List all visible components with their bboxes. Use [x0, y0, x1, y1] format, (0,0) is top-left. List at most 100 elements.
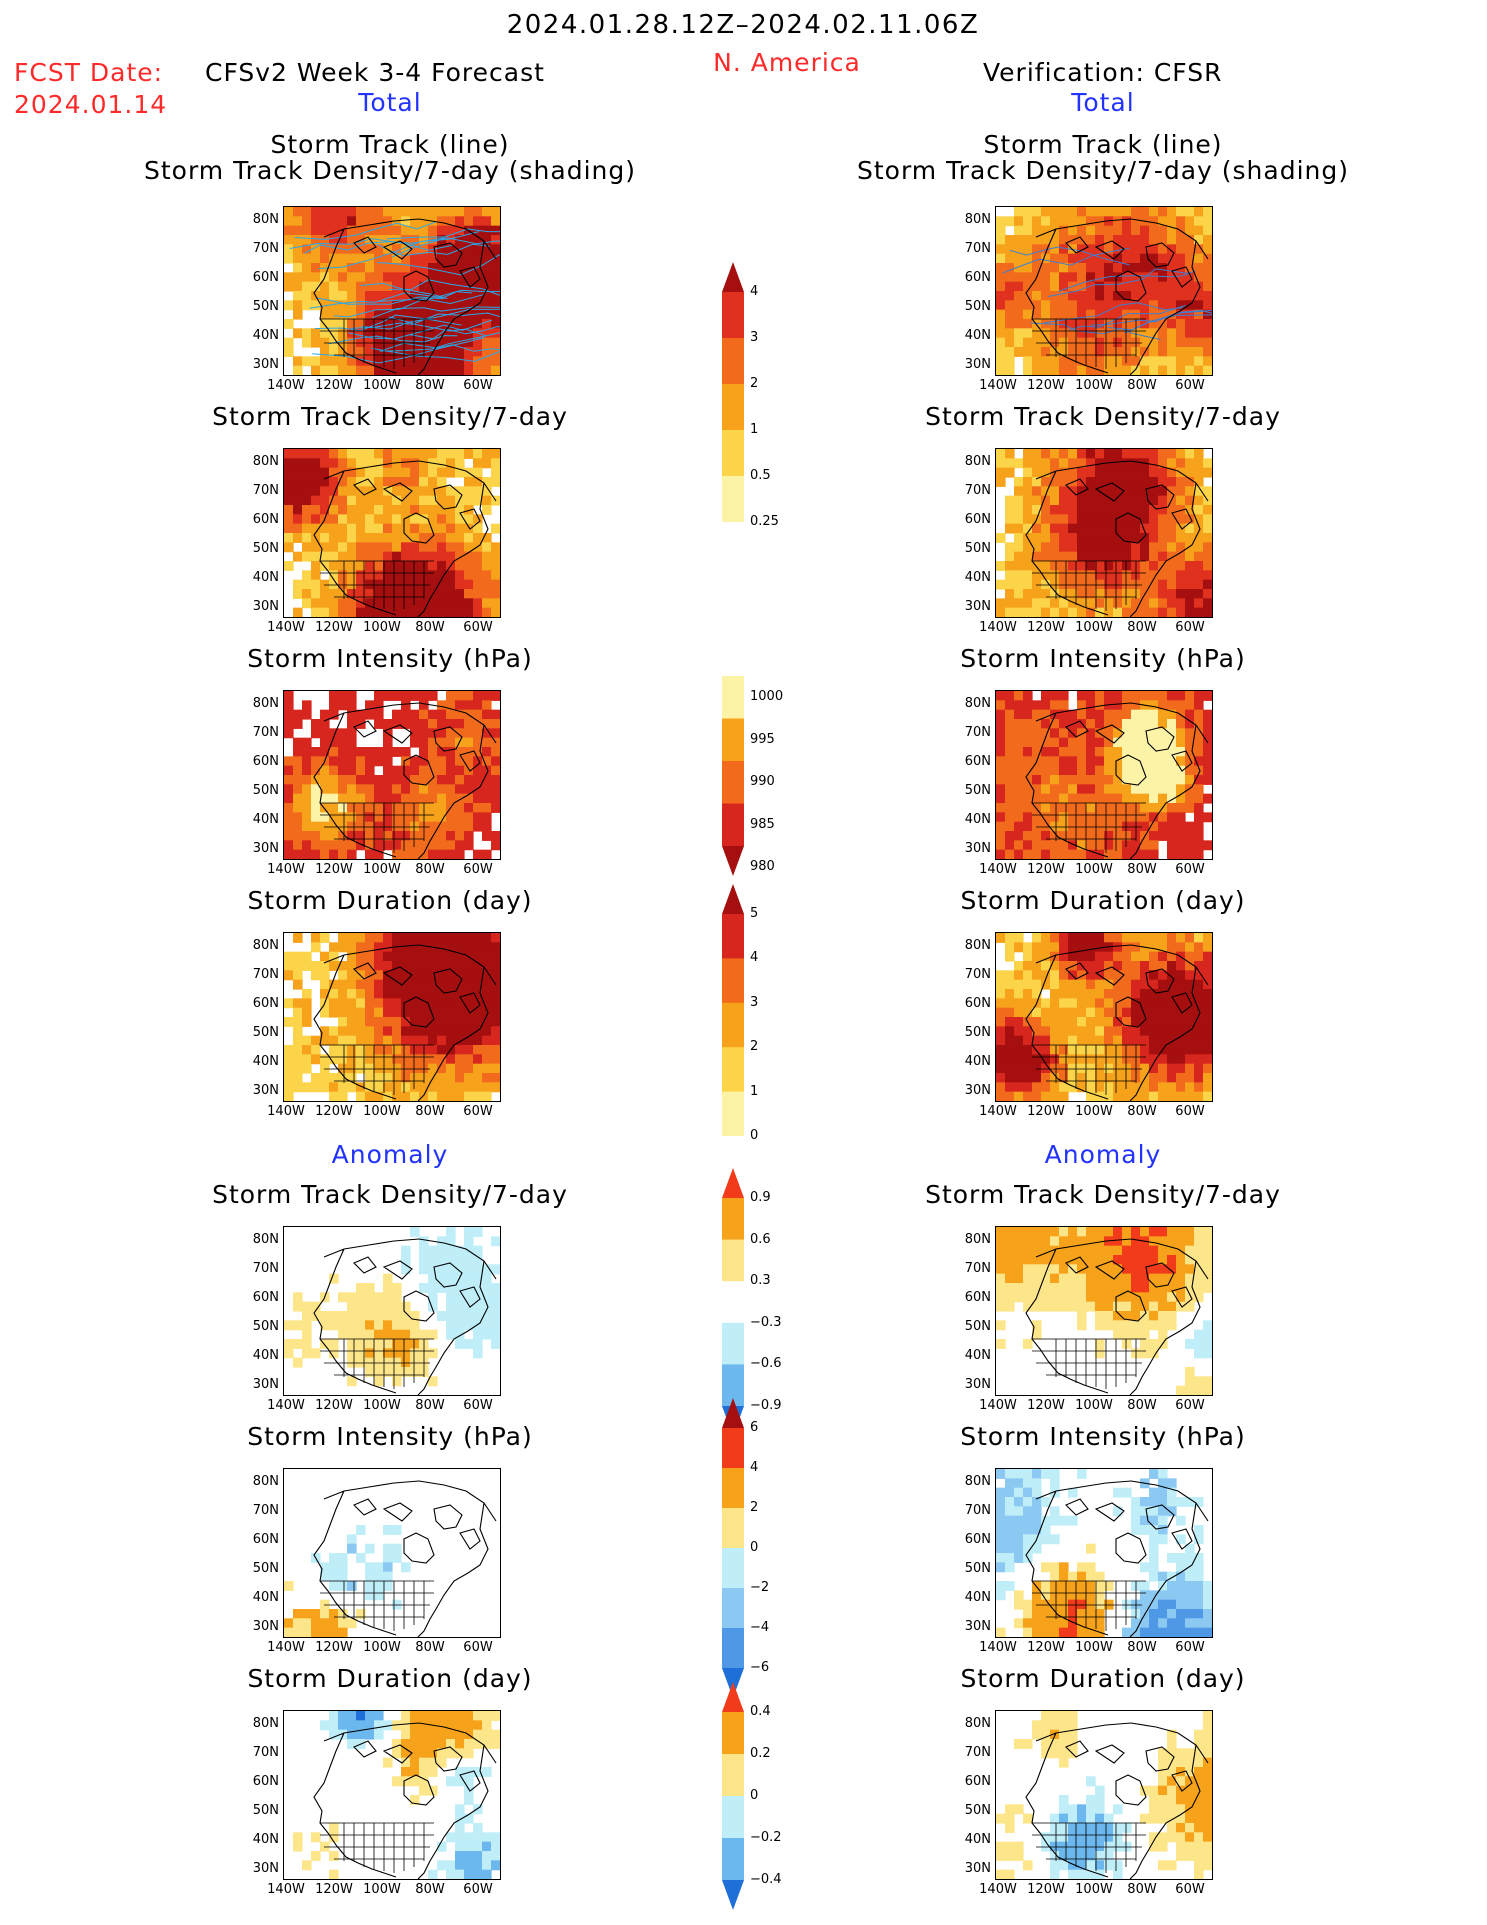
lat-tick-label: 80N [964, 1474, 991, 1489]
coastline [1025, 1722, 1209, 1879]
left-anomaly-label: Anomaly [331, 1140, 449, 1169]
lon-tick-label: 140W [267, 862, 305, 877]
colorbar-tick-label: −6 [750, 1660, 770, 1675]
lon-tick-label: 60W [463, 1640, 493, 1655]
state-borders [320, 560, 434, 611]
colorbar-tick-label: −0.6 [750, 1356, 782, 1372]
coastline [1025, 944, 1209, 1101]
map-intensity-cfsr [995, 690, 1213, 860]
lat-tick-label: 50N [964, 1561, 991, 1576]
lat-tick-label: 70N [964, 1503, 991, 1518]
map-danom-cfsv2 [283, 1226, 501, 1396]
lon-tick-label: 60W [1175, 1104, 1205, 1119]
lat-tick-label: 40N [252, 1832, 279, 1847]
colorbar-tick-label: 6 [750, 1420, 759, 1435]
lat-tick-label: 40N [964, 1054, 991, 1069]
panel-title-track-cfsv2-0: Storm Track (line) [270, 130, 510, 159]
shading-layer [284, 691, 500, 859]
lat-tick-label: 70N [252, 725, 279, 740]
right-total-label: Total [1071, 88, 1135, 117]
state-borders [1032, 802, 1146, 853]
state-borders [320, 318, 434, 369]
shading-layer [284, 449, 500, 617]
coastline [313, 1238, 497, 1395]
map-duration-cfsr [995, 932, 1213, 1102]
lat-tick-label: 80N [252, 696, 279, 711]
fcst-date-label: FCST Date: [14, 58, 164, 87]
lat-tick-label: 70N [964, 1745, 991, 1760]
lat-tick-label: 80N [964, 454, 991, 469]
lon-tick-label: 100W [1075, 1104, 1113, 1119]
lat-tick-label: 30N [252, 357, 279, 372]
lat-tick-label: 30N [964, 357, 991, 372]
colorbar-intensity-total: 1000 995 990 985 980 [720, 676, 783, 880]
panel-title-track-cfsr-1: Storm Track Density/7-day (shading) [856, 156, 1350, 185]
panel-title-duration-cfsr: Storm Duration (day) [960, 886, 1246, 915]
lon-tick-label: 80W [1127, 1398, 1157, 1413]
lat-tick-label: 70N [252, 241, 279, 256]
lat-tick-label: 70N [964, 1261, 991, 1276]
lon-tick-label: 140W [979, 620, 1017, 635]
panel-title-density-cfsv2: Storm Track Density/7-day [212, 402, 568, 431]
lon-tick-label: 100W [1075, 620, 1113, 635]
lat-tick-label: 60N [964, 1774, 991, 1789]
lat-tick-label: 70N [252, 483, 279, 498]
panel-title-danom-cfsr: Storm Track Density/7-day [925, 1180, 1281, 1209]
shading-layer [996, 1227, 1212, 1395]
map-density-cfsv2 [283, 448, 501, 618]
lat-tick-label: 80N [964, 212, 991, 227]
colorbar-tick-label: 995 [750, 731, 775, 747]
lat-tick-label: 40N [964, 812, 991, 827]
lat-tick-label: 60N [252, 270, 279, 285]
colorbar-tick-label: 0.3 [750, 1273, 771, 1289]
map-ianom-cfsr [995, 1468, 1213, 1638]
lon-tick-label: 80W [1127, 378, 1157, 393]
colorbar-tick-label: −0.4 [750, 1872, 782, 1887]
lat-tick-label: 40N [252, 1054, 279, 1069]
map-intensity-cfsv2 [283, 690, 501, 860]
lon-tick-label: 100W [1075, 1640, 1113, 1655]
lon-tick-label: 80W [415, 862, 445, 877]
panel-title-danom-cfsv2: Storm Track Density/7-day [212, 1180, 568, 1209]
coastline [1025, 1238, 1209, 1395]
lat-tick-label: 50N [252, 783, 279, 798]
lat-tick-label: 80N [252, 1474, 279, 1489]
colorbar-tick-label: 0.2 [750, 1746, 771, 1761]
colorbar-tick-label: 0.25 [750, 514, 779, 529]
panel-title-duanom-cfsv2: Storm Duration (day) [247, 1664, 533, 1693]
lon-tick-label: 60W [463, 862, 493, 877]
panel-title-ianom-cfsr: Storm Intensity (hPa) [960, 1422, 1246, 1451]
panel-title-track-cfsv2-1: Storm Track Density/7-day (shading) [143, 156, 637, 185]
colorbar-tick-label: 5 [750, 906, 759, 921]
lon-tick-label: 60W [463, 1882, 493, 1897]
lat-tick-label: 30N [964, 841, 991, 856]
lon-tick-label: 100W [1075, 1398, 1113, 1413]
state-borders [320, 802, 434, 853]
lat-tick-label: 80N [964, 938, 991, 953]
lon-tick-label: 140W [267, 620, 305, 635]
lat-tick-label: 80N [252, 1716, 279, 1731]
lat-tick-label: 60N [252, 512, 279, 527]
lon-tick-label: 60W [463, 1104, 493, 1119]
colorbar-intensity-anom: 6 4 2 0 −2 −4 −6 [720, 1398, 769, 1702]
lon-tick-label: 80W [415, 620, 445, 635]
lon-tick-label: 120W [1027, 862, 1065, 877]
shading-layer [996, 1711, 1212, 1879]
colorbar-tick-label: 2 [750, 1039, 759, 1055]
state-borders [1032, 1044, 1146, 1095]
lon-tick-label: 120W [315, 862, 353, 877]
lon-tick-label: 100W [363, 1882, 401, 1897]
lon-tick-label: 80W [1127, 1640, 1157, 1655]
map-track-cfsv2 [283, 206, 501, 376]
lat-tick-label: 40N [964, 1832, 991, 1847]
lon-tick-label: 120W [1027, 1882, 1065, 1897]
lat-tick-label: 50N [252, 1025, 279, 1040]
left-column-title: CFSv2 Week 3-4 Forecast [205, 58, 545, 87]
right-column-title: Verification: CFSR [983, 58, 1223, 87]
lon-tick-label: 120W [1027, 1104, 1065, 1119]
lon-tick-label: 120W [315, 1104, 353, 1119]
lon-tick-label: 60W [1175, 378, 1205, 393]
state-borders [320, 1822, 434, 1873]
region-title: N. America [713, 48, 861, 77]
lat-tick-label: 40N [964, 1590, 991, 1605]
